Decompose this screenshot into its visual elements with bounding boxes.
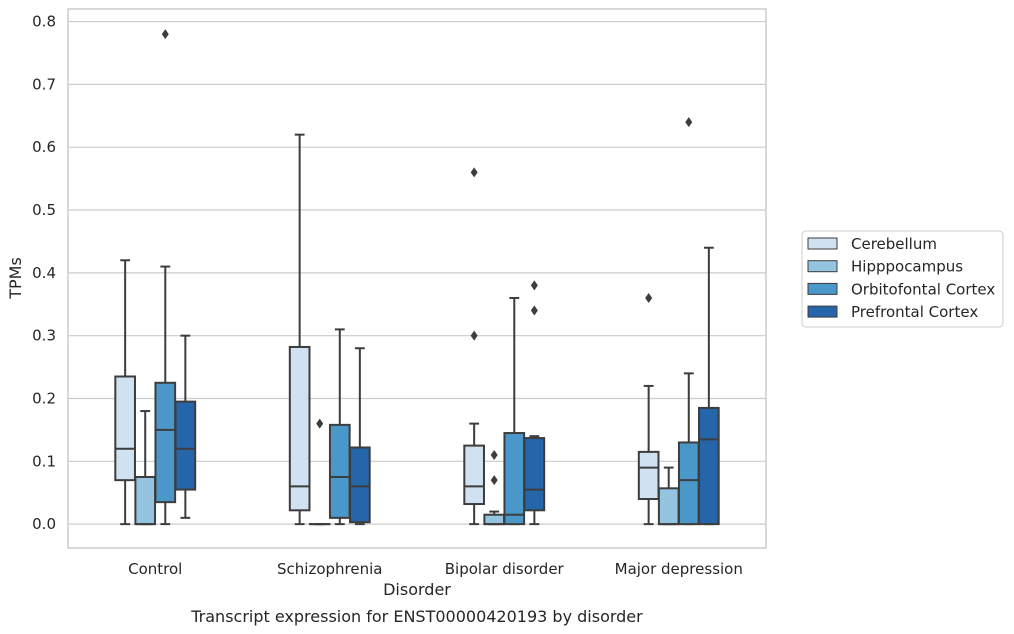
y-tick-label: 0.8 [32,13,56,31]
x-tick-label: Major depression [615,560,743,578]
y-tick-label: 0.0 [32,515,56,533]
outlier-point [490,475,498,486]
box [288,345,311,512]
box-group [463,167,485,526]
y-tick-label: 0.7 [32,75,56,93]
box-group [677,117,700,526]
box-group [503,296,526,526]
outlier-point [530,280,538,291]
box [328,423,351,519]
outlier-point [316,418,324,429]
box-group [637,292,660,526]
outlier-point [470,330,478,341]
box-group [288,133,311,526]
legend-swatch [807,282,838,295]
box-group [328,328,351,526]
boxes [114,29,720,526]
y-tick-label: 0.1 [32,452,56,470]
legend-label: Prefrontal Cortex [851,303,978,321]
outlier-point [470,167,478,178]
legend: Cerebellum Hipppocampus Orbitofontal Corte… [801,230,1004,328]
box-group [154,29,177,526]
box [134,476,157,526]
box-group [114,259,136,526]
outlier-point [530,305,538,316]
box-group [698,246,720,526]
y-tick-label: 0.3 [32,327,56,345]
box [523,437,546,512]
box-group [657,466,680,526]
x-tick-label: Schizophrenia [277,560,382,578]
box [114,375,136,482]
box-group [523,280,546,526]
box [657,487,680,526]
legend-swatch [807,260,838,273]
y-tick-label: 0.2 [32,389,56,407]
box [349,446,371,524]
box [503,432,526,526]
box-group [349,347,371,526]
box [463,444,485,506]
x-tick-labels: Control Schizophrenia Bipolar disorder Majo… [128,560,743,578]
box [698,406,720,526]
box [154,381,177,504]
figure-caption: Transcript expression for ENST0000042019… [190,607,643,626]
legend-label: Orbitofontal Cortex [851,280,995,298]
y-tick-labels: 0.0 0.1 0.2 0.3 0.4 0.5 0.6 0.7 0.8 [32,13,56,534]
outlier-point [645,292,653,303]
box [483,513,506,526]
legend-swatch [807,305,838,318]
plot-frame [67,8,767,549]
outlier-point [161,29,169,40]
x-axis-label: Disorder [383,580,451,599]
outlier-point [685,117,693,128]
legend-frame [801,230,1004,328]
y-tick-label: 0.5 [32,201,56,219]
legend-label: Hipppocampus [851,258,963,276]
box-group [134,410,157,526]
box-group [174,334,197,519]
legend-label: Cerebellum [851,235,937,253]
box [677,441,700,526]
box [174,400,197,491]
box-group [308,418,331,526]
outlier-point [490,450,498,461]
y-tick-label: 0.6 [32,138,56,156]
y-tick-label: 0.4 [32,264,56,282]
legend-swatch [807,237,838,250]
y-axis-label: TPMs [6,257,25,300]
x-tick-label: Bipolar disorder [445,560,565,578]
box [637,450,660,500]
x-tick-label: Control [128,560,182,578]
